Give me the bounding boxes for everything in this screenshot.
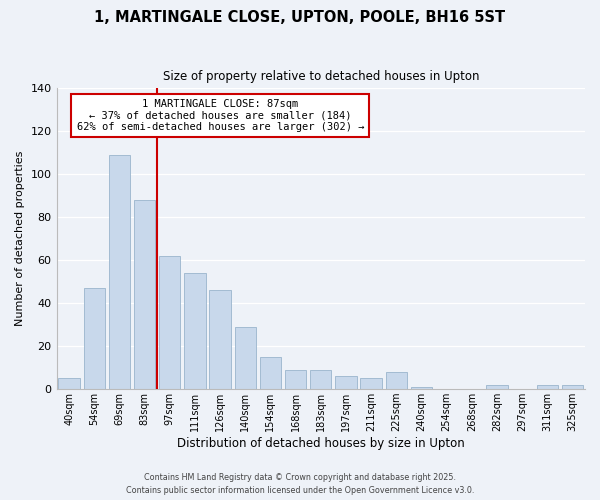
Bar: [235, 327, 256, 389]
Text: Contains HM Land Registry data © Crown copyright and database right 2025.
Contai: Contains HM Land Registry data © Crown c…: [126, 474, 474, 495]
Bar: [386, 372, 407, 389]
Bar: [285, 370, 307, 389]
Bar: [209, 290, 231, 389]
Bar: [536, 385, 558, 389]
Text: 1, MARTINGALE CLOSE, UPTON, POOLE, BH16 5ST: 1, MARTINGALE CLOSE, UPTON, POOLE, BH16 …: [94, 10, 506, 25]
Bar: [109, 155, 130, 389]
Bar: [134, 200, 155, 389]
Bar: [184, 273, 206, 389]
X-axis label: Distribution of detached houses by size in Upton: Distribution of detached houses by size …: [177, 437, 464, 450]
Bar: [411, 387, 432, 389]
Text: 1 MARTINGALE CLOSE: 87sqm
← 37% of detached houses are smaller (184)
62% of semi: 1 MARTINGALE CLOSE: 87sqm ← 37% of detac…: [77, 99, 364, 132]
Bar: [310, 370, 331, 389]
Bar: [83, 288, 105, 389]
Bar: [486, 385, 508, 389]
Bar: [335, 376, 356, 389]
Y-axis label: Number of detached properties: Number of detached properties: [15, 151, 25, 326]
Bar: [58, 378, 80, 389]
Bar: [562, 385, 583, 389]
Bar: [260, 357, 281, 389]
Title: Size of property relative to detached houses in Upton: Size of property relative to detached ho…: [163, 70, 479, 83]
Bar: [361, 378, 382, 389]
Bar: [159, 256, 181, 389]
